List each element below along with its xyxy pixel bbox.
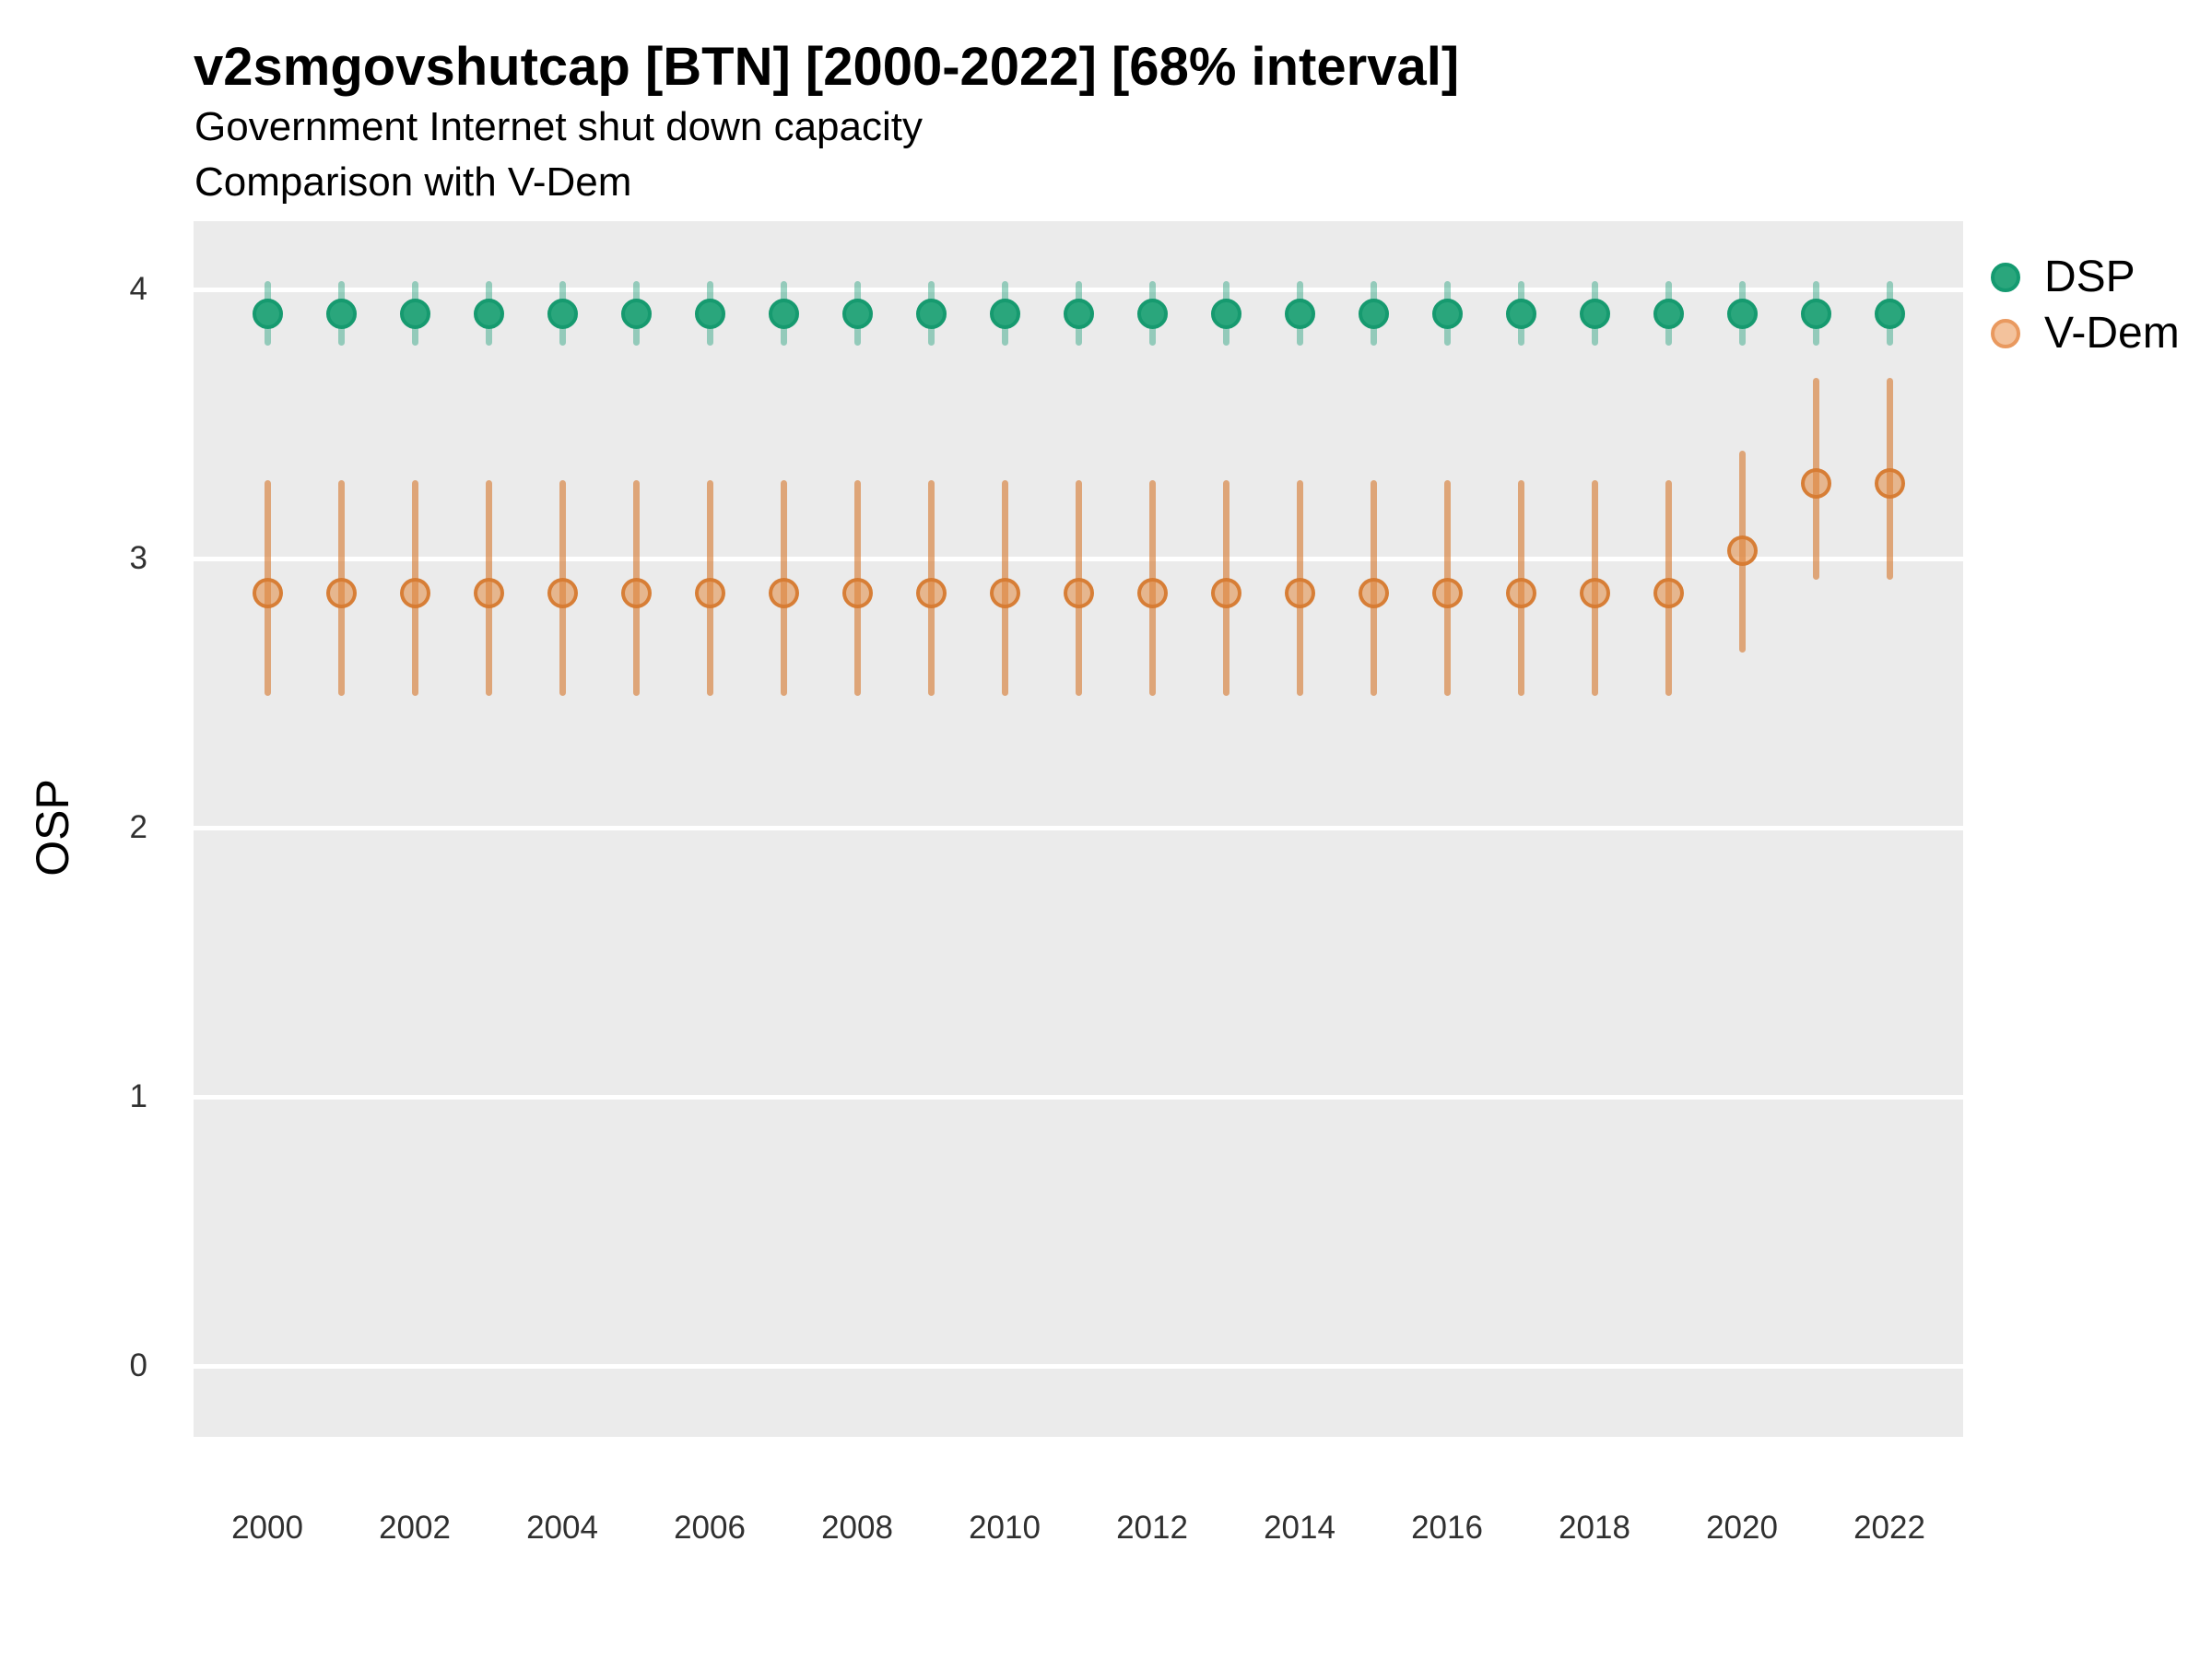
- dsp-point-2021: [1800, 298, 1831, 329]
- dsp-point-2006: [694, 298, 725, 329]
- dsp-point-2022: [1874, 298, 1905, 329]
- v-dem-point-2016: [1431, 578, 1463, 609]
- dsp-point-2018: [1579, 298, 1610, 329]
- dsp-point-2003: [473, 298, 504, 329]
- v-dem-point-2005: [620, 578, 652, 609]
- dsp-point-2000: [252, 298, 283, 329]
- gridline-y-4: [194, 287, 1963, 292]
- x-tick-label-2016: 2016: [1411, 1510, 1483, 1546]
- v-dem-point-2006: [694, 578, 725, 609]
- dsp-point-2020: [1726, 298, 1758, 329]
- y-tick-label-0: 0: [129, 1347, 147, 1383]
- legend-item-dsp: DSP: [1991, 249, 2180, 305]
- v-dem-point-2015: [1358, 578, 1389, 609]
- chart-subtitle-line1: Government Internet shut down capacity: [194, 104, 923, 149]
- gridline-y-0: [194, 1363, 1963, 1369]
- plot-panel: [194, 221, 1963, 1437]
- legend-item-vdem: V-Dem: [1991, 305, 2180, 361]
- chart-subtitle-line2: Comparison with V-Dem: [194, 159, 632, 205]
- x-tick-label-2006: 2006: [674, 1510, 746, 1546]
- x-tick-label-2002: 2002: [379, 1510, 451, 1546]
- v-dem-point-2011: [1063, 578, 1094, 609]
- x-tick-label-2022: 2022: [1853, 1510, 1925, 1546]
- v-dem-point-2002: [399, 578, 430, 609]
- x-tick-label-2004: 2004: [526, 1510, 598, 1546]
- v-dem-point-2009: [915, 578, 947, 609]
- x-tick-label-2000: 2000: [231, 1510, 303, 1546]
- dsp-point-2004: [547, 298, 578, 329]
- v-dem-point-2001: [325, 578, 357, 609]
- dsp-point-2016: [1431, 298, 1463, 329]
- dsp-point-2002: [399, 298, 430, 329]
- dsp-point-2010: [989, 298, 1020, 329]
- x-tick-label-2020: 2020: [1706, 1510, 1778, 1546]
- v-dem-point-2018: [1579, 578, 1610, 609]
- dsp-point-2005: [620, 298, 652, 329]
- dsp-point-2009: [915, 298, 947, 329]
- x-tick-label-2010: 2010: [969, 1510, 1041, 1546]
- legend: DSP V-Dem: [1991, 249, 2180, 361]
- v-dem-point-2021: [1800, 467, 1831, 499]
- dsp-point-2013: [1210, 298, 1241, 329]
- x-tick-label-2012: 2012: [1116, 1510, 1188, 1546]
- dsp-point-2015: [1358, 298, 1389, 329]
- y-tick-label-2: 2: [129, 809, 147, 845]
- v-dem-point-2020: [1726, 535, 1758, 566]
- gridline-y-2: [194, 825, 1963, 830]
- dsp-point-2019: [1653, 298, 1684, 329]
- dsp-point-2001: [325, 298, 357, 329]
- y-tick-label-1: 1: [129, 1078, 147, 1114]
- x-tick-label-2008: 2008: [821, 1510, 893, 1546]
- dsp-point-2008: [841, 298, 873, 329]
- v-dem-point-2017: [1505, 578, 1536, 609]
- y-tick-label-3: 3: [129, 540, 147, 576]
- v-dem-point-2013: [1210, 578, 1241, 609]
- chart-title: v2smgovshutcap [BTN] [2000-2022] [68% in…: [194, 37, 1460, 97]
- dsp-point-2012: [1136, 298, 1168, 329]
- dsp-point-2017: [1505, 298, 1536, 329]
- v-dem-point-2000: [252, 578, 283, 609]
- v-dem-point-2010: [989, 578, 1020, 609]
- v-dem-point-2008: [841, 578, 873, 609]
- x-tick-label-2018: 2018: [1559, 1510, 1630, 1546]
- dsp-point-2014: [1284, 298, 1315, 329]
- x-tick-label-2014: 2014: [1264, 1510, 1335, 1546]
- dsp-point-2007: [768, 298, 799, 329]
- legend-label-vdem: V-Dem: [2044, 309, 2180, 358]
- y-tick-label-4: 4: [129, 271, 147, 307]
- v-dem-point-2019: [1653, 578, 1684, 609]
- v-dem-point-2012: [1136, 578, 1168, 609]
- v-dem-point-2003: [473, 578, 504, 609]
- dsp-point-2011: [1063, 298, 1094, 329]
- gridline-y-1: [194, 1094, 1963, 1100]
- v-dem-point-2022: [1874, 467, 1905, 499]
- vdem-point-icon: [1991, 318, 2020, 348]
- v-dem-point-2007: [768, 578, 799, 609]
- dsp-point-icon: [1991, 262, 2020, 292]
- v-dem-point-2004: [547, 578, 578, 609]
- legend-label-dsp: DSP: [2044, 253, 2136, 301]
- v-dem-point-2014: [1284, 578, 1315, 609]
